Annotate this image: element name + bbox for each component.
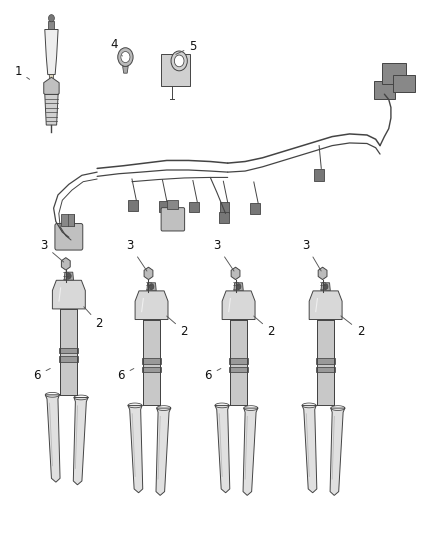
Polygon shape (231, 267, 240, 280)
Polygon shape (229, 358, 248, 364)
Polygon shape (142, 367, 161, 373)
Polygon shape (317, 319, 334, 406)
FancyBboxPatch shape (161, 208, 185, 231)
Bar (167, 200, 178, 209)
Polygon shape (128, 406, 143, 492)
Polygon shape (222, 291, 255, 319)
Polygon shape (73, 398, 88, 485)
Circle shape (171, 51, 187, 71)
Bar (251, 203, 260, 214)
Polygon shape (316, 358, 335, 364)
Polygon shape (309, 291, 342, 319)
Polygon shape (330, 408, 345, 495)
Bar (220, 203, 230, 213)
Text: 2: 2 (254, 316, 275, 338)
Text: 6: 6 (117, 368, 134, 382)
Circle shape (236, 284, 241, 289)
Circle shape (67, 273, 71, 279)
Circle shape (49, 14, 54, 22)
Polygon shape (142, 358, 161, 364)
Polygon shape (49, 75, 54, 84)
Polygon shape (243, 408, 258, 495)
Polygon shape (135, 291, 168, 319)
Circle shape (121, 52, 130, 62)
Text: 2: 2 (167, 316, 188, 338)
Circle shape (118, 48, 133, 67)
Polygon shape (60, 356, 78, 362)
Bar (382, 63, 406, 84)
Circle shape (149, 284, 154, 289)
Polygon shape (144, 267, 153, 280)
Polygon shape (123, 67, 128, 73)
Text: 6: 6 (205, 368, 221, 382)
Polygon shape (230, 319, 247, 406)
Bar (314, 169, 324, 181)
Bar (49, 21, 54, 29)
Polygon shape (64, 272, 74, 280)
Polygon shape (45, 395, 60, 482)
Bar (393, 75, 415, 92)
Bar (374, 81, 395, 100)
Polygon shape (45, 29, 58, 75)
Bar (162, 54, 190, 86)
Bar (128, 200, 138, 211)
Polygon shape (53, 280, 85, 309)
Polygon shape (234, 283, 243, 291)
Polygon shape (321, 283, 330, 291)
Polygon shape (302, 406, 317, 492)
Text: 3: 3 (302, 239, 321, 271)
Bar (189, 201, 199, 212)
Polygon shape (143, 319, 160, 406)
Bar (219, 213, 230, 223)
Text: 1: 1 (14, 65, 29, 79)
Text: 4: 4 (110, 38, 122, 56)
Polygon shape (215, 406, 230, 492)
Bar (61, 214, 74, 225)
Polygon shape (45, 94, 58, 125)
Text: 3: 3 (126, 239, 147, 271)
Text: 6: 6 (33, 368, 50, 382)
Polygon shape (156, 408, 171, 495)
Polygon shape (318, 267, 327, 280)
Bar (61, 233, 78, 248)
Bar (159, 201, 169, 212)
Polygon shape (44, 77, 59, 99)
Circle shape (323, 284, 328, 289)
FancyBboxPatch shape (55, 223, 83, 250)
Polygon shape (60, 348, 78, 353)
Circle shape (174, 55, 184, 67)
Text: 2: 2 (341, 316, 364, 338)
Polygon shape (60, 309, 78, 395)
Polygon shape (61, 257, 70, 270)
Text: 5: 5 (176, 40, 197, 54)
Polygon shape (316, 367, 335, 373)
Polygon shape (147, 283, 156, 291)
Text: 3: 3 (40, 239, 64, 262)
Text: 2: 2 (84, 306, 103, 330)
Polygon shape (229, 367, 248, 373)
Text: 3: 3 (213, 239, 234, 271)
